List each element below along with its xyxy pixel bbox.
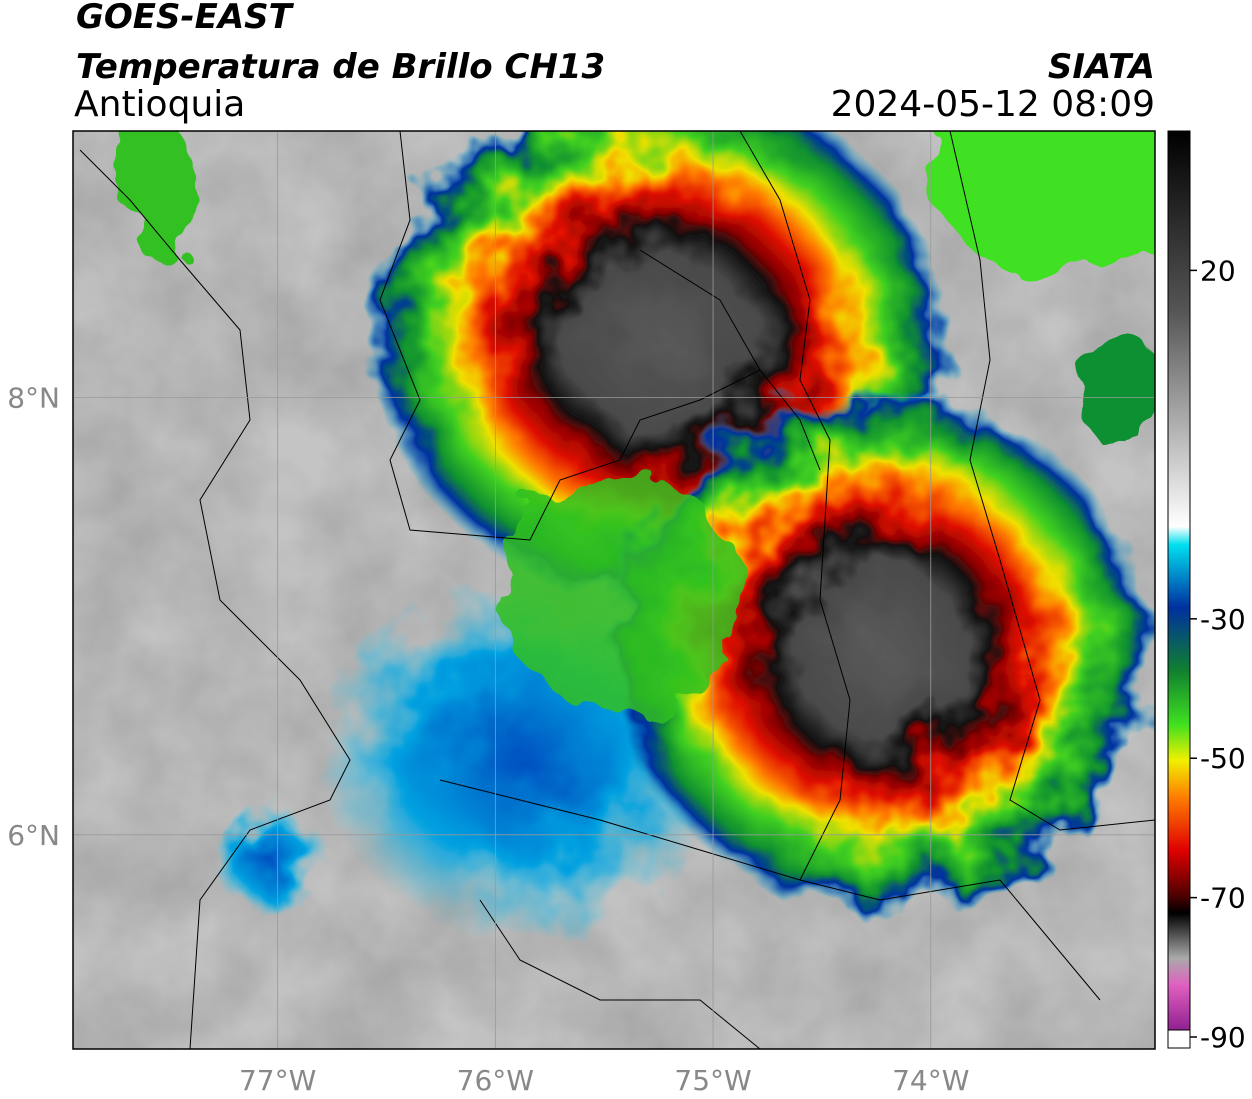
borders — [79, 131, 1155, 1049]
lon-label: 77°W — [239, 1064, 316, 1097]
datetime: 2024-05-12 08:09 — [831, 84, 1155, 125]
colorbar-label: 20 — [1200, 254, 1236, 287]
colorbar-frame — [1167, 130, 1191, 1049]
map-frame — [72, 130, 1156, 1050]
colorbar-label: -50 — [1200, 742, 1246, 775]
region: Antioquia — [74, 84, 245, 125]
satellite: GOES-EAST — [76, 0, 295, 37]
convection — [120, 131, 1155, 930]
colorbar-label: -90 — [1200, 1021, 1246, 1054]
lat-label: 8°N — [7, 382, 60, 415]
lat-label: 6°N — [7, 819, 60, 852]
lon-label: 74°W — [892, 1064, 969, 1097]
colorbar-label: -30 — [1200, 603, 1246, 636]
colorbar-label: -70 — [1200, 882, 1246, 915]
product: Temperatura de Brillo CH13 — [76, 47, 605, 87]
lon-label: 76°W — [457, 1064, 534, 1097]
colorbar — [1168, 131, 1190, 1030]
colorbar-under — [1167, 1029, 1191, 1049]
lon-label: 75°W — [674, 1064, 751, 1097]
agency: SIATA — [1048, 47, 1155, 87]
map — [73, 131, 1155, 1049]
graticule — [73, 131, 1155, 1049]
